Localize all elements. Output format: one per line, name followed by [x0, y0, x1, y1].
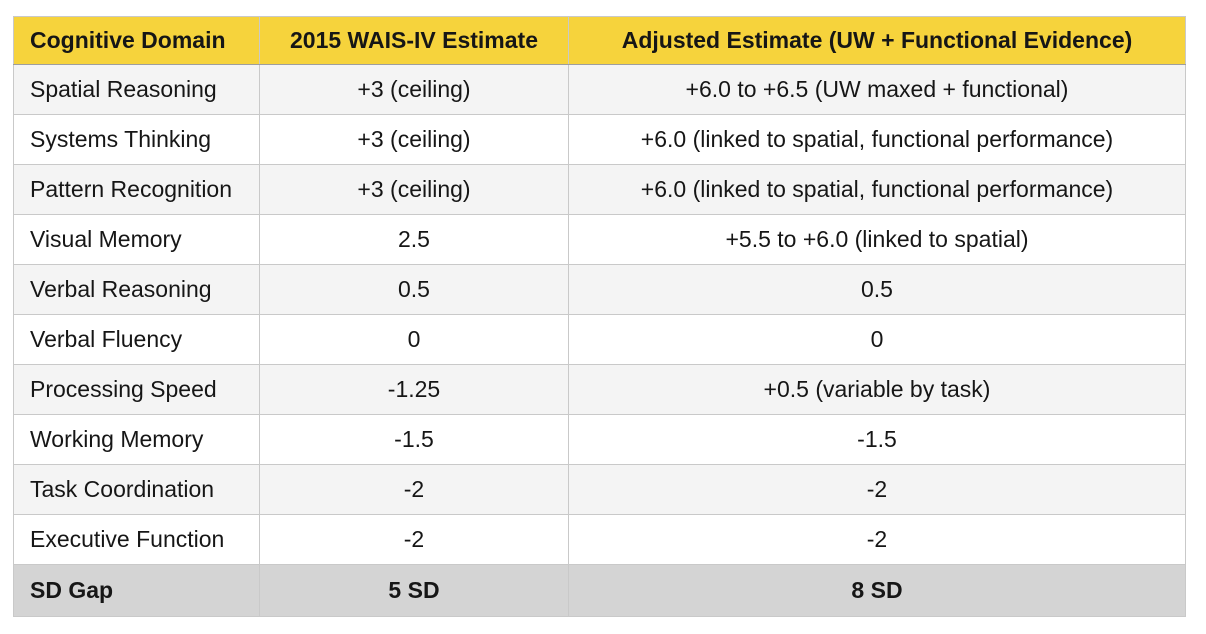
wais-estimate-cell: +3 (ceiling)	[259, 64, 569, 115]
domain-cell: Verbal Reasoning	[13, 264, 260, 315]
domain-cell: Systems Thinking	[13, 114, 260, 165]
table-row: Verbal Fluency 0 0	[13, 314, 1186, 365]
table-row: Spatial Reasoning +3 (ceiling) +6.0 to +6.…	[13, 64, 1186, 115]
table-body: Spatial Reasoning +3 (ceiling) +6.0 to +6.…	[13, 64, 1186, 565]
adjusted-estimate-cell: +6.0 to +6.5 (UW maxed + functional)	[568, 64, 1186, 115]
footer-adjusted-sd-gap-value: 8 SD	[568, 564, 1186, 617]
wais-estimate-cell: -2	[259, 514, 569, 565]
footer-sd-gap-label: SD Gap	[13, 564, 260, 617]
domain-cell: Spatial Reasoning	[13, 64, 260, 115]
domain-cell: Processing Speed	[13, 364, 260, 415]
wais-estimate-cell: 0	[259, 314, 569, 365]
adjusted-estimate-cell: -2	[568, 514, 1186, 565]
table-row: Task Coordination -2 -2	[13, 464, 1186, 515]
column-header-cognitive-domain: Cognitive Domain	[13, 16, 260, 65]
adjusted-estimate-cell: 0	[568, 314, 1186, 365]
wais-estimate-cell: -1.25	[259, 364, 569, 415]
cognitive-domain-table: Cognitive Domain 2015 WAIS-IV Estimate A…	[13, 16, 1186, 617]
wais-estimate-cell: 0.5	[259, 264, 569, 315]
header-row: Cognitive Domain 2015 WAIS-IV Estimate A…	[13, 16, 1186, 65]
domain-cell: Visual Memory	[13, 214, 260, 265]
footer-wais-sd-gap-value: 5 SD	[259, 564, 569, 617]
adjusted-estimate-cell: +6.0 (linked to spatial, functional perf…	[568, 164, 1186, 215]
table-row: Visual Memory 2.5 +5.5 to +6.0 (linked to …	[13, 214, 1186, 265]
footer-row: SD Gap 5 SD 8 SD	[13, 564, 1186, 617]
adjusted-estimate-cell: +6.0 (linked to spatial, functional perf…	[568, 114, 1186, 165]
wais-estimate-cell: -2	[259, 464, 569, 515]
column-header-wais-estimate: 2015 WAIS-IV Estimate	[259, 16, 569, 65]
domain-cell: Executive Function	[13, 514, 260, 565]
table-row: Pattern Recognition +3 (ceiling) +6.0 (lin…	[13, 164, 1186, 215]
page: Cognitive Domain 2015 WAIS-IV Estimate A…	[13, 16, 1186, 617]
wais-estimate-cell: +3 (ceiling)	[259, 164, 569, 215]
table-row: Executive Function -2 -2	[13, 514, 1186, 565]
adjusted-estimate-cell: 0.5	[568, 264, 1186, 315]
wais-estimate-cell: -1.5	[259, 414, 569, 465]
adjusted-estimate-cell: +0.5 (variable by task)	[568, 364, 1186, 415]
table-row: Processing Speed -1.25 +0.5 (variable by t…	[13, 364, 1186, 415]
adjusted-estimate-cell: +5.5 to +6.0 (linked to spatial)	[568, 214, 1186, 265]
table-row: Systems Thinking +3 (ceiling) +6.0 (linked…	[13, 114, 1186, 165]
domain-cell: Pattern Recognition	[13, 164, 260, 215]
column-header-adjusted-estimate: Adjusted Estimate (UW + Functional Evide…	[568, 16, 1186, 65]
table-row: Working Memory -1.5 -1.5	[13, 414, 1186, 465]
domain-cell: Verbal Fluency	[13, 314, 260, 365]
wais-estimate-cell: 2.5	[259, 214, 569, 265]
domain-cell: Working Memory	[13, 414, 260, 465]
adjusted-estimate-cell: -1.5	[568, 414, 1186, 465]
adjusted-estimate-cell: -2	[568, 464, 1186, 515]
domain-cell: Task Coordination	[13, 464, 260, 515]
table-row: Verbal Reasoning 0.5 0.5	[13, 264, 1186, 315]
wais-estimate-cell: +3 (ceiling)	[259, 114, 569, 165]
